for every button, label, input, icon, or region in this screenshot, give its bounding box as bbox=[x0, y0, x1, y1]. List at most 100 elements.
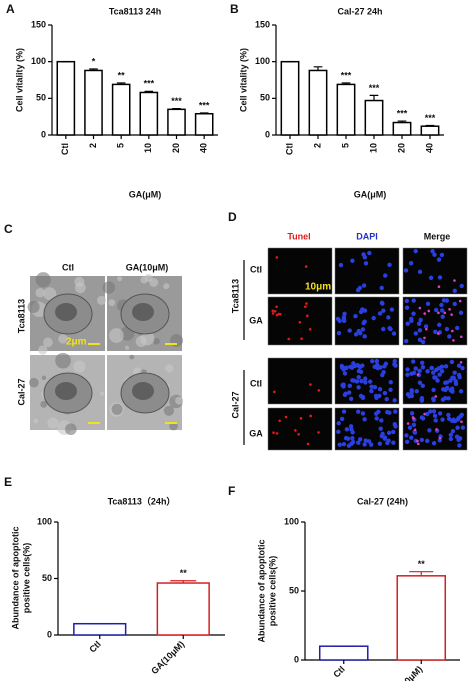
dapi-dot bbox=[427, 428, 432, 433]
tunel-dot bbox=[452, 339, 455, 342]
dapi-dot bbox=[408, 261, 414, 266]
y-tick-label: 0 bbox=[294, 654, 299, 664]
dapi-dot bbox=[348, 396, 354, 401]
tunel-dot bbox=[436, 332, 440, 335]
dapi-dot bbox=[337, 318, 342, 324]
dapi-dot bbox=[358, 369, 364, 375]
dapi-dot bbox=[336, 421, 341, 426]
error-bar bbox=[425, 124, 435, 127]
x-tick-label: Ctl bbox=[60, 143, 70, 155]
tunel-dot bbox=[304, 265, 308, 268]
tunel-dot bbox=[451, 329, 454, 333]
dapi-dot bbox=[460, 425, 466, 430]
dapi-dot bbox=[347, 390, 352, 395]
tunel-dot bbox=[459, 335, 463, 339]
dapi-dot bbox=[355, 287, 361, 293]
dapi-dot bbox=[456, 363, 462, 368]
bar bbox=[156, 582, 210, 636]
dapi-dot bbox=[391, 331, 397, 336]
dapi-dot bbox=[360, 411, 366, 416]
bar bbox=[139, 91, 159, 136]
dapi-dot bbox=[439, 364, 445, 369]
significance: ** bbox=[418, 559, 426, 569]
dapi-dot bbox=[458, 389, 464, 394]
x-tick-label: 5 bbox=[116, 143, 126, 148]
chart-title: Tca8113（24h） bbox=[108, 496, 176, 506]
dapi-dot bbox=[443, 395, 448, 401]
dapi-dot bbox=[360, 327, 366, 332]
dapi-dot bbox=[404, 433, 409, 438]
texture bbox=[163, 283, 170, 290]
dapi-dot bbox=[407, 425, 413, 430]
dapi-dot bbox=[381, 308, 386, 313]
column-label: Tunel bbox=[287, 231, 310, 241]
tunel-dot bbox=[297, 433, 300, 436]
dapi-dot bbox=[380, 301, 385, 306]
dapi-dot bbox=[341, 441, 347, 447]
texture bbox=[175, 396, 184, 405]
panel-letter: D bbox=[228, 210, 237, 224]
dapi-dot bbox=[382, 435, 388, 440]
texture bbox=[140, 331, 155, 346]
dapi-dot bbox=[440, 417, 445, 422]
tunel-dot bbox=[309, 383, 312, 386]
texture bbox=[27, 300, 40, 314]
dapi-dot bbox=[341, 316, 347, 322]
dapi-dot bbox=[428, 409, 433, 414]
error-bar bbox=[116, 82, 126, 85]
dapi-dot bbox=[363, 261, 369, 266]
dapi-dot bbox=[437, 411, 443, 416]
fluorescence-image bbox=[334, 247, 400, 295]
tunel-dot bbox=[458, 299, 462, 303]
dapi-dot bbox=[448, 432, 454, 437]
dapi-dot bbox=[419, 437, 425, 443]
y-tick-label: 0 bbox=[47, 629, 52, 639]
tunel-dot bbox=[425, 327, 428, 331]
dapi-dot bbox=[355, 409, 361, 414]
y-tick-label: 100 bbox=[31, 56, 46, 66]
panel-letter: C bbox=[4, 222, 13, 236]
dapi-dot bbox=[444, 326, 450, 332]
tunel-dot bbox=[299, 417, 303, 420]
dapi-dot bbox=[386, 430, 392, 436]
dapi-dot bbox=[371, 315, 376, 321]
y-axis-label: positive cells(%) bbox=[21, 543, 31, 614]
dapi-dot bbox=[353, 314, 358, 319]
dapi-dot bbox=[342, 365, 348, 371]
significance: *** bbox=[425, 113, 436, 123]
bar bbox=[318, 645, 369, 661]
dapi-dot bbox=[403, 268, 409, 273]
dapi-dot bbox=[420, 365, 426, 370]
tunel-dot bbox=[438, 436, 442, 440]
dapi-dot bbox=[354, 379, 360, 384]
texture bbox=[65, 423, 77, 436]
dapi-dot bbox=[349, 441, 354, 446]
nucleus bbox=[55, 303, 77, 321]
texture bbox=[35, 288, 45, 298]
dapi-dot bbox=[425, 369, 430, 374]
dapi-dot bbox=[417, 380, 423, 385]
tunel-dot bbox=[306, 314, 309, 318]
x-tick-label: GA(10μM) bbox=[387, 664, 424, 681]
dapi-dot bbox=[353, 332, 359, 337]
tunel-dot bbox=[308, 327, 312, 331]
dapi-dot bbox=[411, 298, 416, 303]
texture bbox=[111, 403, 123, 415]
dapi-dot bbox=[366, 439, 372, 444]
fluorescence-image bbox=[267, 247, 333, 295]
x-tick-label: 40 bbox=[199, 143, 209, 153]
dapi-dot bbox=[437, 275, 443, 280]
dapi-dot bbox=[384, 396, 389, 402]
tunel-dot bbox=[437, 285, 441, 289]
dapi-dot bbox=[350, 258, 355, 263]
dapi-dot bbox=[393, 424, 398, 429]
dapi-dot bbox=[356, 374, 361, 380]
y-tick-label: 100 bbox=[255, 56, 270, 66]
dapi-dot bbox=[413, 331, 419, 336]
dapi-dot bbox=[391, 440, 396, 445]
dapi-dot bbox=[336, 429, 341, 434]
dapi-dot bbox=[437, 438, 442, 443]
dapi-dot bbox=[360, 363, 365, 368]
dapi-dot bbox=[452, 301, 457, 307]
dapi-dot bbox=[367, 250, 372, 256]
